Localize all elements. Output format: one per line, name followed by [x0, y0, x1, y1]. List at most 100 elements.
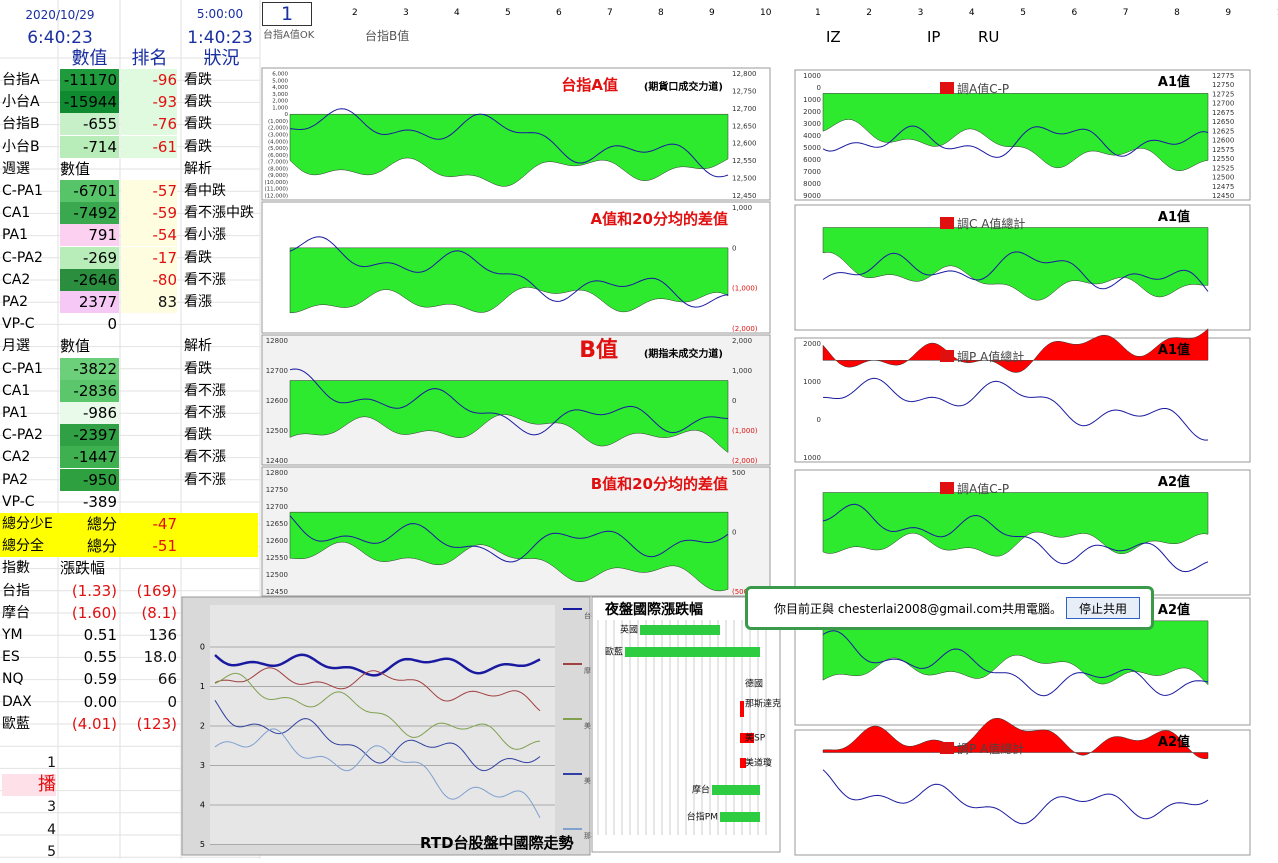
y2-tick-label: 12650 — [1212, 118, 1234, 126]
row-label: YM — [2, 627, 23, 643]
chart-line — [289, 515, 729, 563]
y2-tick-label: (2,000) — [732, 457, 758, 465]
legend-swatch — [940, 742, 954, 754]
y2-tick-label: 12,450 — [732, 192, 757, 200]
y2-tick-label: 12725 — [1212, 90, 1234, 98]
y2-tick-label: 12625 — [1212, 127, 1234, 135]
chart-area — [822, 227, 1209, 301]
row-status: 看不漲 — [184, 382, 226, 399]
chart-line — [822, 377, 1209, 441]
row-value: 0 — [107, 315, 117, 334]
legend-label: 調C A值總計 — [957, 216, 1025, 231]
chart-area — [289, 511, 729, 592]
chart-title: B值和20分均的差值 — [591, 475, 728, 493]
bar-label: 英國 — [620, 624, 638, 636]
row-status: 看跌 — [184, 360, 212, 377]
stop-share-button[interactable]: 停止共用 — [1066, 597, 1140, 619]
y-tick-label: 6,000 — [272, 72, 288, 78]
chart-area — [289, 247, 729, 314]
chart-line — [822, 769, 1209, 825]
chart-area — [822, 328, 1209, 373]
y2-tick-label: 12,800 — [732, 70, 757, 78]
bar-label: 歐藍 — [605, 646, 623, 658]
row-status: 看跌 — [184, 249, 212, 266]
date: 2020/10/29 — [25, 8, 95, 22]
tag: IZ — [826, 28, 841, 46]
row-value: 總分 — [86, 537, 117, 556]
y-tick-label: (8,000) — [268, 166, 288, 172]
col-number: 3 — [403, 8, 409, 18]
y-tick-label: 0 — [200, 643, 205, 652]
time: 6:40:23 — [27, 28, 93, 48]
row-value: 總分 — [86, 515, 117, 533]
bar-label: 美SP — [745, 732, 766, 744]
y2-tick-label: 12500 — [1212, 174, 1234, 182]
chart-title: A2值 — [1158, 734, 1190, 750]
legend-swatch — [940, 350, 954, 362]
intl-line — [214, 667, 541, 712]
night-bar — [720, 812, 760, 822]
y2-tick-label: (1,000) — [732, 427, 758, 435]
bar-label: 德國 — [745, 678, 763, 690]
y-tick-label: 12450 — [266, 588, 288, 596]
intl-plot — [210, 605, 555, 845]
table-header: 排名 — [131, 48, 168, 69]
row-rank: (123) — [136, 714, 177, 733]
row-label: VP-C — [2, 316, 35, 333]
row-value: -11170 — [60, 69, 119, 91]
legend-label: 調P A值總計 — [957, 741, 1024, 756]
night-bar — [740, 707, 744, 717]
col-number: 9 — [1225, 8, 1232, 18]
row-label: 總分全 — [2, 538, 44, 555]
y-tick-label: 4000 — [803, 132, 821, 140]
col-number: 10 — [760, 8, 772, 18]
row-number: 4 — [47, 821, 56, 838]
row-label: 指數 — [2, 560, 30, 577]
row-label: 歐藍 — [2, 715, 30, 732]
row-status: 看跌 — [184, 116, 212, 133]
row-rank: -96 — [121, 69, 177, 91]
y2-tick-label: 12,500 — [732, 175, 757, 183]
chart-line — [822, 251, 1209, 292]
y2-tick-label: 2,000 — [732, 337, 752, 345]
row-status: 解析 — [184, 338, 212, 355]
chart-line — [289, 108, 729, 178]
row-rank: 0 — [167, 692, 177, 711]
y2-tick-label: 12,700 — [732, 105, 757, 113]
y2-tick-label: 12775 — [1212, 72, 1234, 80]
row-rank: 18.0 — [143, 648, 177, 667]
row-value: -15944 — [60, 91, 119, 114]
row-value: -655 — [60, 113, 119, 136]
row-label: CA2 — [2, 449, 31, 466]
y2-tick-label: 12750 — [1212, 81, 1234, 89]
row-rank: 136 — [148, 626, 177, 644]
y-tick-label: 4 — [200, 801, 205, 810]
legend-swatch — [940, 482, 954, 494]
night-bar — [712, 785, 760, 795]
row-status: 看跌 — [184, 94, 212, 111]
row-rank: -61 — [121, 135, 177, 158]
row-label: C-PA1 — [2, 360, 43, 377]
row-label: CA1 — [2, 382, 31, 399]
y-tick-label: 9000 — [803, 192, 821, 200]
y2-tick-label: 12700 — [1212, 100, 1234, 108]
col-number: 2 — [352, 8, 358, 18]
row-value: 0.59 — [83, 670, 117, 689]
chart-line — [822, 630, 1209, 697]
col-number: 3 — [917, 8, 924, 18]
y-tick-label: 8000 — [803, 180, 821, 188]
y-tick-label: 5000 — [803, 144, 821, 152]
night-title: 夜盤國際漲跌幅 — [604, 601, 703, 618]
chart-area — [822, 492, 1209, 557]
y-tick-label: 6000 — [803, 156, 821, 164]
row-value: 0.55 — [83, 648, 117, 667]
y-tick-label: 12600 — [266, 537, 288, 545]
y-tick-label: 12700 — [266, 503, 288, 511]
y-tick-label: 1000 — [803, 378, 821, 386]
bar-label: 美道瓊 — [745, 757, 772, 769]
y-tick-label: 2,000 — [272, 99, 288, 105]
chart-title: A1值 — [1158, 209, 1190, 225]
chart-title: 台指A值 — [561, 76, 618, 94]
y2-tick-label: 500 — [732, 469, 745, 477]
intl-title: RTD台股盤中國際走勢 — [420, 834, 574, 852]
